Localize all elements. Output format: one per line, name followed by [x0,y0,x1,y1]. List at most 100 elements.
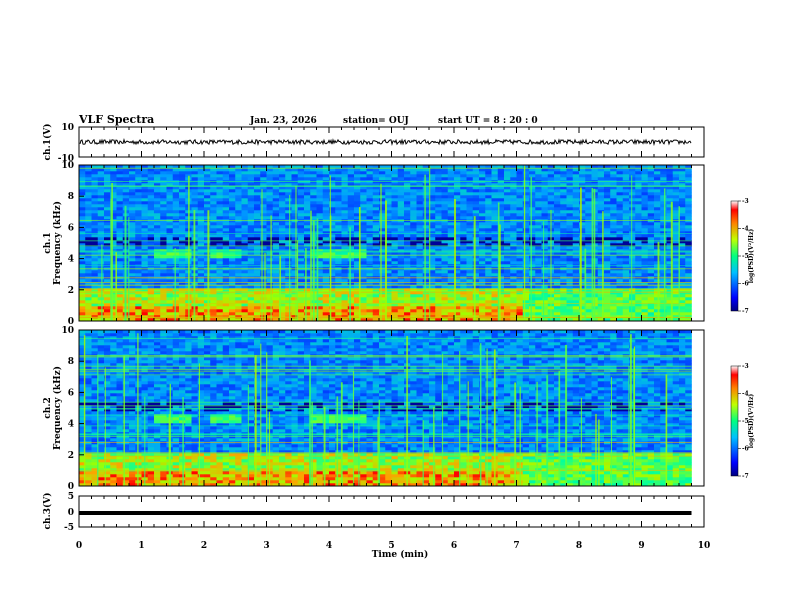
spectrogram-cell [385,225,392,229]
spectrogram-cell [241,225,249,229]
spectrogram-cell [141,246,149,250]
spectrogram-cell [441,234,449,238]
spectrogram-cell [222,201,230,205]
spectrogram-cell [560,312,567,316]
spectrogram-cell [235,315,242,319]
spectrogram-cell [279,195,286,199]
spectrogram-cell [529,273,536,277]
spectrogram-cell [335,207,342,211]
spectrogram-cell [210,174,217,178]
spectrogram-cell [154,270,161,274]
spectrogram-cell [460,309,467,313]
spectrogram-cell [335,177,342,181]
spectrogram-cell [641,171,649,175]
spectrogram-cell [604,312,611,316]
spectrogram-cell [147,300,155,304]
spectrogram-cell [141,204,149,208]
spectrogram-cell [579,270,586,274]
spectrogram-cell [410,255,417,259]
spectrogram-cell [147,165,155,169]
spectrogram-cell [366,246,374,250]
spectrogram-cell [372,189,380,193]
spectrogram-cell [341,186,349,190]
spectrogram-cell [110,246,117,250]
spectrogram-cell [110,261,117,265]
spectrogram-cell [366,243,374,247]
spectrogram-cell [460,231,467,235]
spectrogram-cell [654,270,661,274]
spectrogram-cell [404,231,411,235]
spectrogram-cell [604,189,611,193]
spectrogram-cell [566,189,574,193]
spectrogram-cell [397,204,405,208]
spectrogram-cell [479,171,486,175]
spectrogram-cell [216,174,224,178]
spectrogram-cell [535,222,542,226]
spectrogram-cell [254,210,261,214]
spectrogram-cell [329,243,336,247]
spectrogram-cell [216,252,224,256]
spectrogram-cell [260,315,267,319]
spectrogram-cell [329,318,336,322]
spectrogram-cell [154,297,161,301]
spectrogram-cell [285,222,292,226]
spectrogram-cell [641,312,649,316]
spectrogram-cell [404,228,411,232]
spectrogram-cell [522,309,530,313]
spectrogram-cell [97,222,105,226]
spectrogram-cell [204,228,211,232]
spectrogram-cell [247,183,255,187]
spectrogram-cell [504,294,511,298]
spectrogram-cell [272,183,280,187]
spectrogram-cell [166,237,174,241]
spectrogram-cell [429,234,436,238]
spectrogram-cell [422,303,430,307]
spectrogram-cell [247,186,255,190]
spectrogram-cell [466,228,474,232]
spectrogram-cell [254,171,261,175]
spectrogram-cell [604,225,611,229]
spectrogram-cell [647,186,655,190]
spectrogram-cell [560,249,567,253]
spectrogram-cell [472,255,480,259]
spectrogram-cell [366,222,374,226]
spectrogram-cell [341,261,349,265]
spectrogram-cell [385,318,392,322]
spectrogram-cell [241,216,249,220]
spectrogram-cell [391,258,399,262]
spectrogram-cell [291,285,299,289]
spectrogram-cell [285,201,292,205]
spectrogram-cell [310,213,317,217]
spectrogram-cell [129,192,136,196]
spectrogram-cell [404,225,411,229]
spectrogram-cell [335,168,342,172]
spectrogram-cell [472,165,480,169]
spectrogram-cell [479,315,486,319]
spectrogram-cell [522,204,530,208]
spectrogram-cell [579,237,586,241]
spectrogram-cell [379,318,386,322]
spectrogram-cell [579,231,586,235]
spectrogram-cell [416,207,424,211]
spectrogram-cell [610,261,617,265]
spectrogram-cell [510,207,517,211]
spectrogram-cell [635,315,642,319]
spectrogram-cell [154,222,161,226]
spectrogram-cell [535,297,542,301]
spectrogram-cell [135,213,142,217]
spectrogram-cell [429,165,436,169]
spectrogram-cell [79,318,86,322]
spectrogram-cell [572,261,580,265]
spectrogram-cell [460,312,467,316]
spectrogram-cell [597,198,605,202]
spectrogram-cell [410,303,417,307]
spectrogram-cell [566,210,574,214]
spectrogram-cell [447,300,455,304]
spectrogram-cell [241,258,249,262]
spectrogram-cell [141,285,149,289]
spectrogram-cell [472,297,480,301]
spectrogram-cell [416,300,424,304]
spectrogram-cell [535,204,542,208]
spectrogram-cell [279,297,286,301]
spectrogram-cell [397,189,405,193]
